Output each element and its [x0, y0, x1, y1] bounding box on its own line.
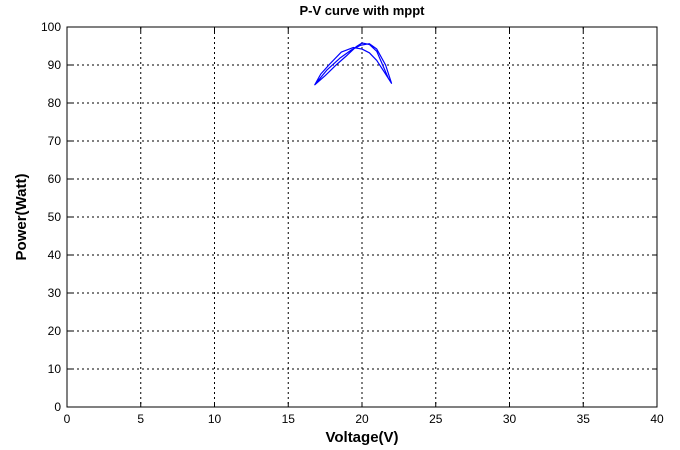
- y-tick-label: 20: [48, 324, 62, 338]
- x-tick-label: 25: [429, 412, 443, 426]
- x-tick-label: 20: [355, 412, 369, 426]
- x-tick-label: 35: [577, 412, 591, 426]
- y-tick-label: 0: [54, 400, 61, 414]
- x-tick-label: 30: [503, 412, 517, 426]
- grid-layer: [67, 27, 657, 407]
- y-tick-label: 10: [48, 362, 62, 376]
- y-tick-label: 30: [48, 286, 62, 300]
- y-tick-label: 100: [41, 20, 61, 34]
- series-layer: [314, 42, 393, 86]
- y-tick-label: 80: [48, 96, 62, 110]
- x-tick-label: 0: [64, 412, 71, 426]
- y-tick-label: 40: [48, 248, 62, 262]
- axis-layer: [66, 26, 658, 408]
- pv-series-line-1: [314, 42, 393, 86]
- x-axis-label: Voltage(V): [325, 429, 398, 446]
- y-tick-label: 90: [48, 58, 62, 72]
- x-tick-label: 5: [137, 412, 144, 426]
- x-tick-label: 10: [208, 412, 222, 426]
- chart-title: P-V curve with mppt: [300, 3, 426, 18]
- x-tick-label: 15: [282, 412, 296, 426]
- y-axis-label: Power(Watt): [13, 174, 30, 261]
- tick-label-layer: 0 5 10 15 20 25 30 35 40 0 10 20 30 40 50 60 70 80 90 100: [41, 20, 664, 426]
- x-tick-label: 40: [650, 412, 664, 426]
- y-tick-label: 70: [48, 134, 62, 148]
- y-tick-label: 50: [48, 210, 62, 224]
- y-tick-label: 60: [48, 172, 62, 186]
